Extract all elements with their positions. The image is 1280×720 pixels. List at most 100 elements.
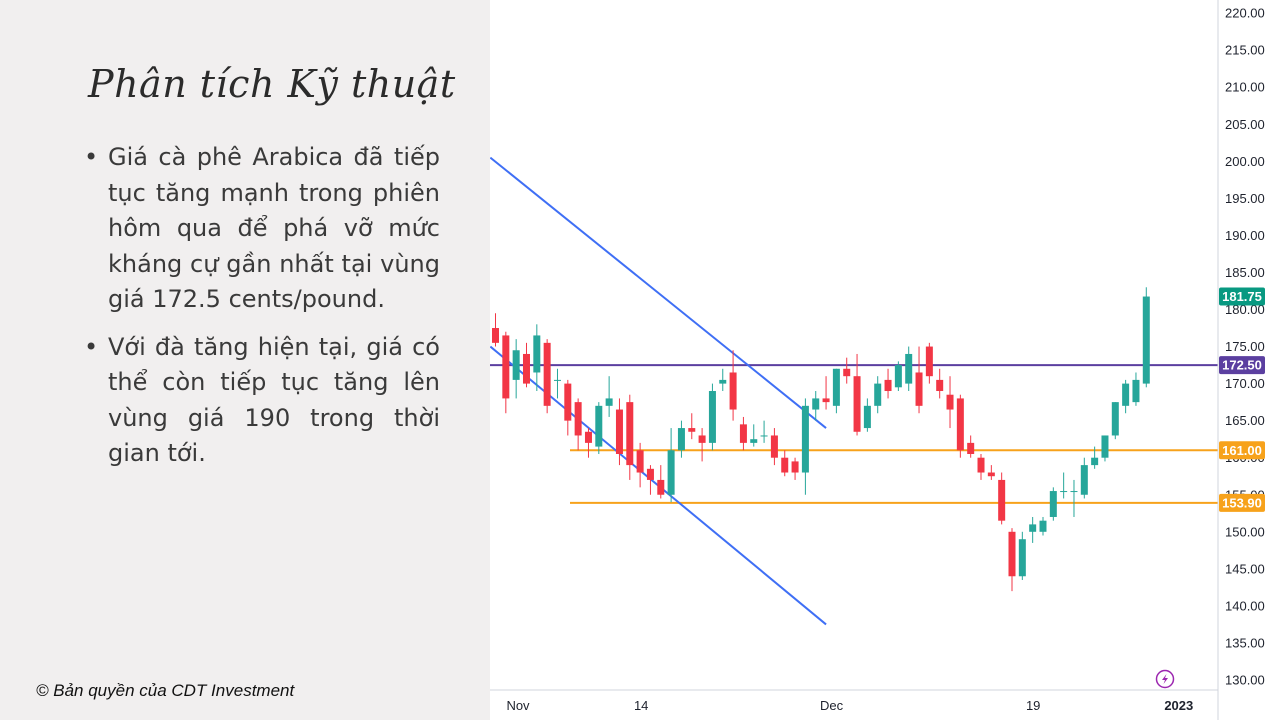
candle [750,424,758,447]
candle [770,428,778,466]
bullet-item: • Giá cà phê Arabica đã tiếp tục tăng mạn… [84,140,440,318]
candle [729,350,737,421]
candle-body [492,328,499,343]
candle [998,472,1006,525]
candle [936,368,944,399]
candle [791,457,799,480]
support-price-tag: 161.00 [1222,443,1262,458]
candle-body [1132,379,1140,403]
candle-body [708,391,716,443]
candle [677,420,685,458]
candle-body [626,402,634,466]
candle-body [574,402,582,436]
candle [492,313,499,347]
candle [832,368,840,414]
candle [956,394,964,458]
candle [1070,479,1078,517]
price-tick-label: 190.00 [1225,228,1265,243]
candle-body [874,383,882,406]
candle-body [832,368,840,406]
price-axis: 130.00135.00140.00145.00150.00155.00160.… [1225,6,1265,688]
candle-body [915,372,923,406]
candle [977,453,985,480]
resistance-price-tag: 172.50 [1222,358,1262,373]
candle [1091,446,1099,469]
candle [812,391,820,421]
last-price-tag: 181.75 [1222,289,1262,304]
candle-body [812,398,820,410]
candle-body [822,398,830,403]
candle [946,376,954,429]
price-tick-label: 200.00 [1225,154,1265,169]
bullet-text: Với đà tăng hiện tại, giá có thể còn tiế… [108,332,440,468]
candle-body [657,479,665,495]
candle [688,413,696,440]
support-price-tag-bg [1219,493,1265,512]
text-panel: Phân tích Kỹ thuật • Giá cà phê Arabica đ… [0,0,490,720]
candle [915,346,923,414]
price-tags: 181.75 172.50 161.00 153.90 [1219,287,1265,512]
candle [760,420,768,443]
candle-body [1142,296,1150,384]
candle [801,398,809,495]
candle-body [956,398,964,451]
candle-body [1029,524,1037,532]
candle-body [884,379,892,392]
candle-body [719,379,727,384]
last-price-tag-bg [1219,287,1265,306]
candle-body [605,398,613,406]
candle [1122,379,1130,414]
price-tick-label: 215.00 [1225,43,1265,58]
candle [657,465,665,499]
price-tick-label: 195.00 [1225,191,1265,206]
candle [822,376,830,410]
candle-body [863,405,871,429]
candle-body [595,405,603,447]
candle [595,402,603,454]
price-tick-label: 165.00 [1225,413,1265,428]
price-tick-label: 135.00 [1225,635,1265,650]
lightning-icon[interactable] [1155,669,1175,689]
candle-body [677,428,685,451]
candle [1142,287,1150,388]
candle-body [936,379,944,392]
candle-body [1080,465,1088,495]
bullet-list: • Giá cà phê Arabica đã tiếp tục tăng mạn… [84,140,440,484]
candle-body [853,376,861,432]
candle-body [977,457,985,473]
candle [1101,435,1109,462]
bullet-dot-icon: • [84,143,99,171]
candle [564,379,572,436]
candle [843,357,851,384]
candle [667,428,675,503]
candle [1111,402,1119,440]
support-price-tag: 153.90 [1222,495,1262,510]
trend-line [490,156,827,429]
candle [1080,457,1088,499]
candle-body [543,342,551,406]
price-chart[interactable]: 130.00135.00140.00145.00150.00155.00160.… [490,0,1280,720]
candle [698,428,706,462]
candle-body [553,379,561,381]
candle-body [770,435,778,458]
candle-body [801,405,809,473]
candle-body [502,335,510,399]
time-tick-label: 19 [1026,698,1040,713]
candle-body [584,431,592,443]
candle-body [1091,457,1099,466]
candle-body [987,472,995,477]
candle-body [729,372,737,410]
price-tick-label: 220.00 [1225,6,1265,21]
candle [1049,487,1057,521]
candle [781,450,789,477]
candle-body [1122,383,1130,406]
price-tick-label: 145.00 [1225,561,1265,576]
price-tick-label: 210.00 [1225,80,1265,95]
support-price-tag-bg [1219,441,1265,460]
candle-body [1101,435,1109,458]
candle-body [843,368,851,377]
resistance-price-tag-bg [1219,356,1265,375]
candle-body [967,442,975,454]
candle [863,398,871,432]
candle [533,324,541,392]
